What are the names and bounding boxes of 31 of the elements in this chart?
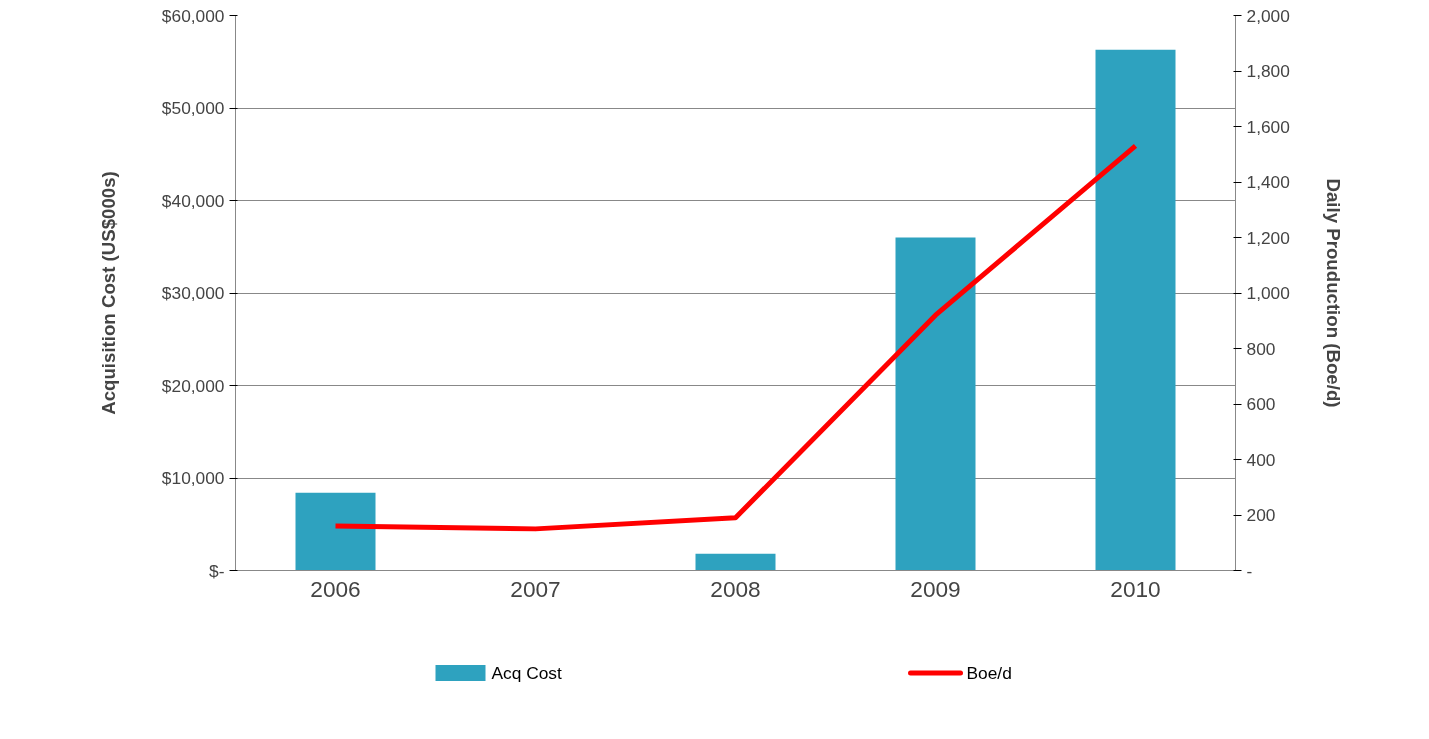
x-tick-label: 2007: [510, 575, 561, 602]
x-tick-label: 2010: [1110, 575, 1161, 602]
bar: [695, 553, 776, 571]
y2-axis-title: Daily Prouduction (Boe/d): [1322, 178, 1344, 408]
y2-tick-label: 1,400: [1246, 172, 1290, 192]
x-tick-label: 2009: [910, 575, 961, 602]
legend-label: Acq Cost: [491, 662, 562, 683]
y2-tick-label: -: [1246, 560, 1253, 581]
bar: [1095, 49, 1176, 571]
y2-tick-label: 600: [1246, 394, 1276, 414]
y-tick-label: $-: [209, 560, 225, 581]
y2-tick-label: 1,800: [1246, 61, 1290, 81]
bar: [295, 492, 376, 571]
y-tick-label: $30,000: [161, 283, 225, 303]
y-tick-label: $40,000: [161, 190, 225, 211]
y-tick-label: $20,000: [161, 375, 225, 396]
x-tick-label: 2008: [710, 575, 761, 602]
y2-tick-label: 200: [1246, 505, 1276, 525]
y2-tick-label: 2,000: [1246, 5, 1290, 26]
y2-tick-label: 800: [1246, 338, 1276, 359]
y2-tick-label: 400: [1246, 449, 1276, 470]
y-axis-title: Acquisition Cost (US$000s): [97, 171, 119, 415]
bar: [895, 237, 976, 571]
x-tick-label: 2006: [310, 575, 361, 602]
y2-tick-label: 1,000: [1246, 283, 1290, 303]
y-tick-label: $60,000: [161, 5, 225, 26]
y-tick-label: $10,000: [161, 468, 225, 488]
y-tick-label: $50,000: [161, 98, 225, 118]
y2-tick-label: 1,600: [1246, 116, 1290, 137]
y2-tick-label: 1,200: [1246, 227, 1290, 248]
legend-label: Boe/d: [966, 662, 1012, 683]
